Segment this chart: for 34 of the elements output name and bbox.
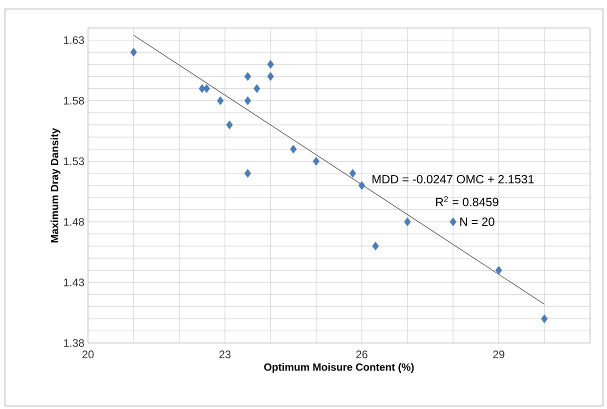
y-tick-label: 1.53 <box>64 157 84 166</box>
point <box>254 84 260 93</box>
point <box>244 168 252 178</box>
x-tick-label: 26 <box>356 350 368 358</box>
y-tick-label: 1.38 <box>64 339 84 347</box>
x-axis-title: Optimum Moisure Content (%) <box>264 363 414 373</box>
y-tick-label: 1.63 <box>64 36 84 44</box>
point <box>130 48 137 57</box>
y-tick-label: 1.48 <box>64 218 84 226</box>
point <box>349 168 356 178</box>
point <box>290 144 297 154</box>
point <box>244 96 252 106</box>
y-tick-label: 1.43 <box>64 278 84 286</box>
point <box>450 217 456 226</box>
y-tick-label: 1.58 <box>64 96 84 105</box>
point <box>203 84 210 93</box>
point <box>267 72 274 81</box>
point <box>372 242 379 250</box>
point <box>244 72 252 81</box>
point <box>312 156 320 166</box>
point <box>541 314 548 324</box>
point <box>217 96 224 106</box>
point <box>495 266 502 275</box>
annotation: MDD = -0.0247 OMC + 2.1531 <box>372 174 534 184</box>
point <box>404 217 411 226</box>
annotation: R$^{2}$ = 0.8459 <box>436 196 498 206</box>
x-tick-label: 23 <box>219 350 231 358</box>
x-tick-label: 20 <box>82 350 94 358</box>
x-tick-label: 29 <box>493 350 504 358</box>
point <box>267 60 274 69</box>
y-axis-title: Maximum Dray Dansity <box>50 128 60 242</box>
point <box>226 120 233 130</box>
annotation: N = 20 <box>460 217 494 226</box>
point <box>358 181 366 190</box>
